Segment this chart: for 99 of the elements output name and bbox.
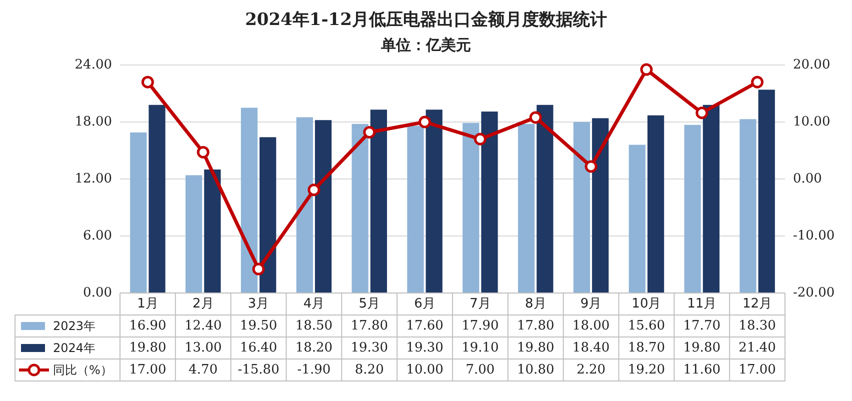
data-label: 16.90 bbox=[129, 318, 166, 334]
point bbox=[308, 184, 320, 196]
bar bbox=[518, 124, 535, 293]
data-label: 19.30 bbox=[406, 340, 444, 356]
bar bbox=[407, 126, 424, 293]
bar bbox=[352, 124, 368, 293]
bar bbox=[628, 144, 646, 293]
x-tick-label: 1月 bbox=[137, 296, 158, 312]
point bbox=[640, 63, 653, 76]
bar bbox=[314, 120, 332, 293]
bar bbox=[130, 132, 147, 293]
data-label: 8.20 bbox=[354, 362, 384, 378]
legend-label: 2023年 bbox=[53, 319, 96, 333]
y2-tick-label: -20.00 bbox=[793, 286, 835, 300]
chart-subtitle: 单位：亿美元 bbox=[380, 36, 471, 54]
y-tick-label: 12.00 bbox=[74, 172, 112, 186]
data-label: 18.70 bbox=[628, 340, 666, 356]
data-label: 19.80 bbox=[129, 340, 166, 356]
data-label: 19.20 bbox=[628, 362, 666, 378]
data-label: 17.60 bbox=[406, 318, 444, 334]
bar bbox=[204, 170, 221, 293]
bar bbox=[573, 122, 590, 293]
bar bbox=[426, 110, 442, 293]
x-tick-label: 4月 bbox=[303, 296, 325, 312]
bar bbox=[186, 175, 202, 293]
y-tick-label: 6.00 bbox=[83, 228, 112, 244]
bar bbox=[536, 104, 554, 293]
x-tick-label: 2月 bbox=[192, 296, 214, 312]
data-label: 19.10 bbox=[462, 340, 499, 356]
y2-tick-label: 20.00 bbox=[793, 58, 830, 72]
point bbox=[696, 106, 708, 120]
chart-title: 2024年1-12月低压电器出口金额月度数据统计 bbox=[245, 10, 607, 30]
data-label: 21.40 bbox=[738, 340, 776, 356]
data-label: 17.90 bbox=[462, 318, 499, 334]
data-label: 2.20 bbox=[576, 362, 606, 378]
data-label: 12.40 bbox=[184, 318, 222, 334]
bar bbox=[370, 110, 387, 293]
data-label: 10.80 bbox=[517, 362, 554, 378]
data-label: 16.40 bbox=[240, 340, 278, 356]
bar bbox=[684, 124, 701, 293]
data-label: 13.00 bbox=[184, 340, 222, 356]
data-label: 4.70 bbox=[188, 362, 218, 378]
data-label: -15.80 bbox=[238, 362, 280, 378]
x-tick-label: 11月 bbox=[687, 296, 717, 312]
point bbox=[529, 111, 542, 124]
data-label: 18.30 bbox=[738, 318, 776, 334]
y-tick-label: 18.00 bbox=[74, 114, 112, 130]
x-tick-label: 3月 bbox=[248, 296, 270, 312]
point bbox=[474, 132, 486, 146]
data-label: 15.60 bbox=[628, 318, 666, 334]
x-tick-label: 12月 bbox=[742, 296, 772, 312]
y2-tick-label: -10.00 bbox=[793, 228, 835, 244]
point bbox=[141, 76, 154, 88]
legend-label: 2024年 bbox=[53, 341, 96, 355]
legend-label: 同比（%） bbox=[53, 363, 112, 377]
x-tick-label: 9月 bbox=[580, 296, 602, 312]
bar bbox=[462, 122, 480, 293]
data-label: 17.70 bbox=[683, 318, 720, 334]
bar bbox=[260, 137, 276, 293]
data-label: 11.60 bbox=[683, 362, 720, 378]
data-label: 18.00 bbox=[572, 318, 610, 334]
bar bbox=[296, 117, 313, 293]
data-label: 10.00 bbox=[406, 362, 444, 378]
bar bbox=[481, 112, 498, 293]
data-label: 17.80 bbox=[517, 318, 554, 334]
data-label: 18.20 bbox=[295, 340, 333, 356]
x-tick-label: 7月 bbox=[470, 296, 491, 312]
bar bbox=[740, 119, 756, 293]
data-label: 19.80 bbox=[683, 340, 720, 356]
bar bbox=[647, 115, 664, 293]
data-label: 17.00 bbox=[129, 362, 166, 378]
point bbox=[584, 160, 598, 173]
x-tick-label: 10月 bbox=[632, 296, 662, 312]
x-tick-label: 8月 bbox=[524, 296, 546, 312]
y-tick-label: 0.00 bbox=[83, 286, 112, 300]
data-label: 17.00 bbox=[738, 362, 776, 378]
data-label: 18.40 bbox=[572, 340, 610, 356]
x-tick-label: 5月 bbox=[358, 296, 380, 312]
data-label: 18.50 bbox=[295, 318, 333, 334]
bar bbox=[240, 108, 258, 293]
point bbox=[751, 76, 764, 88]
point bbox=[196, 146, 210, 158]
x-tick-label: 6月 bbox=[414, 296, 436, 312]
point bbox=[363, 126, 376, 139]
data-label: 19.80 bbox=[517, 340, 554, 356]
data-label: 19.30 bbox=[350, 340, 388, 356]
y2-tick-label: 0.00 bbox=[793, 172, 822, 186]
bar bbox=[702, 104, 720, 293]
data-label: 19.50 bbox=[240, 318, 278, 334]
bar bbox=[592, 118, 609, 293]
bar bbox=[148, 104, 166, 293]
data-label: -1.90 bbox=[297, 362, 331, 378]
point bbox=[252, 262, 265, 276]
point bbox=[418, 116, 432, 128]
y2-tick-label: 10.00 bbox=[793, 114, 830, 130]
data-label: 17.80 bbox=[350, 318, 388, 334]
data-label: 7.00 bbox=[466, 362, 495, 378]
bar bbox=[758, 90, 775, 293]
y-tick-label: 24.00 bbox=[74, 58, 112, 72]
